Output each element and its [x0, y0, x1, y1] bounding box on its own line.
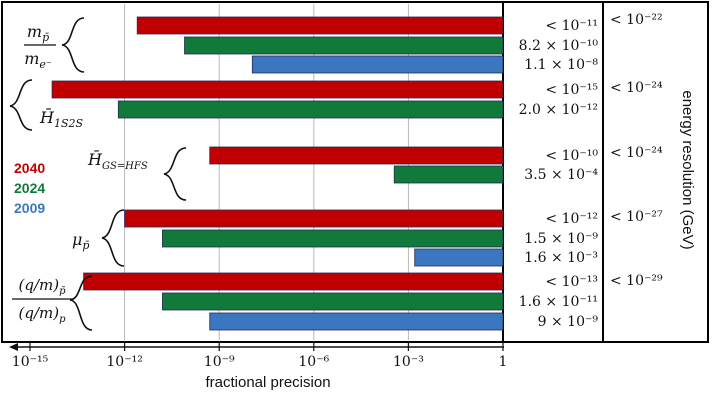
energy-resolution-label: < 10⁻²²	[610, 12, 663, 28]
bar-2009	[414, 248, 504, 267]
bar-value-label: < 10⁻¹⁵	[545, 82, 598, 98]
x-axis-arrow	[9, 343, 18, 351]
bar-2040	[136, 16, 504, 35]
brace	[163, 147, 187, 201]
energy-resolution-label: < 10⁻²⁹	[610, 273, 663, 289]
x-tick-label: 1	[499, 354, 508, 370]
bar-2040	[51, 80, 504, 99]
x-tick-label: 10⁻³	[393, 354, 424, 370]
bar-value-label: < 10⁻¹²	[545, 211, 598, 227]
right-axis-label: energy resolution (GeV)	[679, 90, 696, 249]
bar-value-label: < 10⁻¹¹	[545, 18, 598, 34]
x-ticks: 10⁻¹⁵ 10⁻¹² 10⁻⁹ 10⁻⁶ 10⁻³ 1	[12, 343, 508, 370]
label-m-e: me⁻	[24, 49, 52, 71]
label-mu-pbar: μp̄	[72, 230, 90, 252]
bar-value-label: 3.5 × 10⁻⁴	[524, 167, 598, 183]
bar-value-label: 8.2 × 10⁻¹⁰	[519, 38, 599, 54]
bars-layer	[51, 16, 504, 331]
x-tick-label: 10⁻⁹	[204, 354, 235, 370]
bar-2009	[209, 312, 504, 331]
bar-value-label: < 10⁻¹⁰	[545, 148, 598, 164]
bar-2009	[251, 55, 504, 74]
energy-resolution-label: < 10⁻²⁷	[610, 209, 663, 225]
x-tick-label: 10⁻¹²	[106, 354, 142, 370]
bar-2040	[209, 146, 504, 165]
x-axis: 10⁻¹⁵ 10⁻¹² 10⁻⁹ 10⁻⁶ 10⁻³ 1 fractional preci…	[9, 343, 507, 391]
bar-value-label: < 10⁻¹³	[545, 274, 598, 290]
legend-2040: 2040	[14, 160, 45, 176]
group-label-hfs: H̄GS=HFS	[87, 147, 187, 201]
bar-2040	[124, 209, 504, 228]
bar-2024	[393, 165, 504, 184]
label-qm-pbar: (q/m)p̄	[19, 276, 67, 297]
bar-value-label: 1.5 × 10⁻⁹	[524, 231, 598, 247]
x-axis-label: fractional precision	[205, 374, 330, 391]
group-label-mass-ratio: mp̄ me⁻	[24, 17, 85, 73]
bar-value-label: 1.6 × 10⁻¹¹	[519, 294, 598, 310]
brace	[9, 79, 33, 131]
bar-2024	[162, 292, 504, 311]
energy-resolution-label: < 10⁻²⁴	[610, 145, 663, 161]
label-m-pbar: mp̄	[27, 22, 50, 44]
x-tick-label: 10⁻¹⁵	[12, 354, 49, 370]
energy-labels: < 10⁻²² < 10⁻²⁴ < 10⁻²⁴ < 10⁻²⁷ < 10⁻²⁹	[610, 12, 663, 289]
legend: 2040 2024 2009	[14, 160, 45, 216]
legend-2024: 2024	[14, 180, 45, 196]
bar-value-label: 9 × 10⁻⁹	[538, 314, 599, 330]
bar-value-label: 2.0 × 10⁻¹²	[519, 102, 598, 118]
value-labels: < 10⁻¹¹ 8.2 × 10⁻¹⁰ 1.1 × 10⁻⁸ < 10⁻¹⁵ 2.0 ×…	[519, 18, 599, 330]
group-label-magnetic-moment: μp̄	[72, 209, 125, 267]
brace	[61, 17, 85, 73]
label-qm-p: (q/m)p	[19, 304, 67, 325]
label-h-1s2s: H̄1S2S	[39, 106, 83, 130]
bar-value-label: 1.1 × 10⁻⁸	[524, 57, 598, 73]
energy-resolution-label: < 10⁻²⁴	[610, 80, 663, 96]
group-label-charge-mass-ratio: (q/m)p̄ (q/m)p	[12, 275, 93, 331]
brace	[69, 275, 93, 331]
x-tick-label: 10⁻⁶	[298, 354, 329, 370]
bar-value-label: 1.6 × 10⁻³	[524, 250, 598, 266]
chart-frame	[1, 1, 709, 343]
legend-2009: 2009	[14, 200, 45, 216]
label-h-hfs: H̄GS=HFS	[87, 148, 148, 172]
bar-2024	[162, 229, 504, 248]
brace	[101, 209, 125, 267]
bar-2024	[117, 100, 504, 119]
bar-2040	[83, 272, 504, 291]
bar-2024	[184, 36, 504, 55]
